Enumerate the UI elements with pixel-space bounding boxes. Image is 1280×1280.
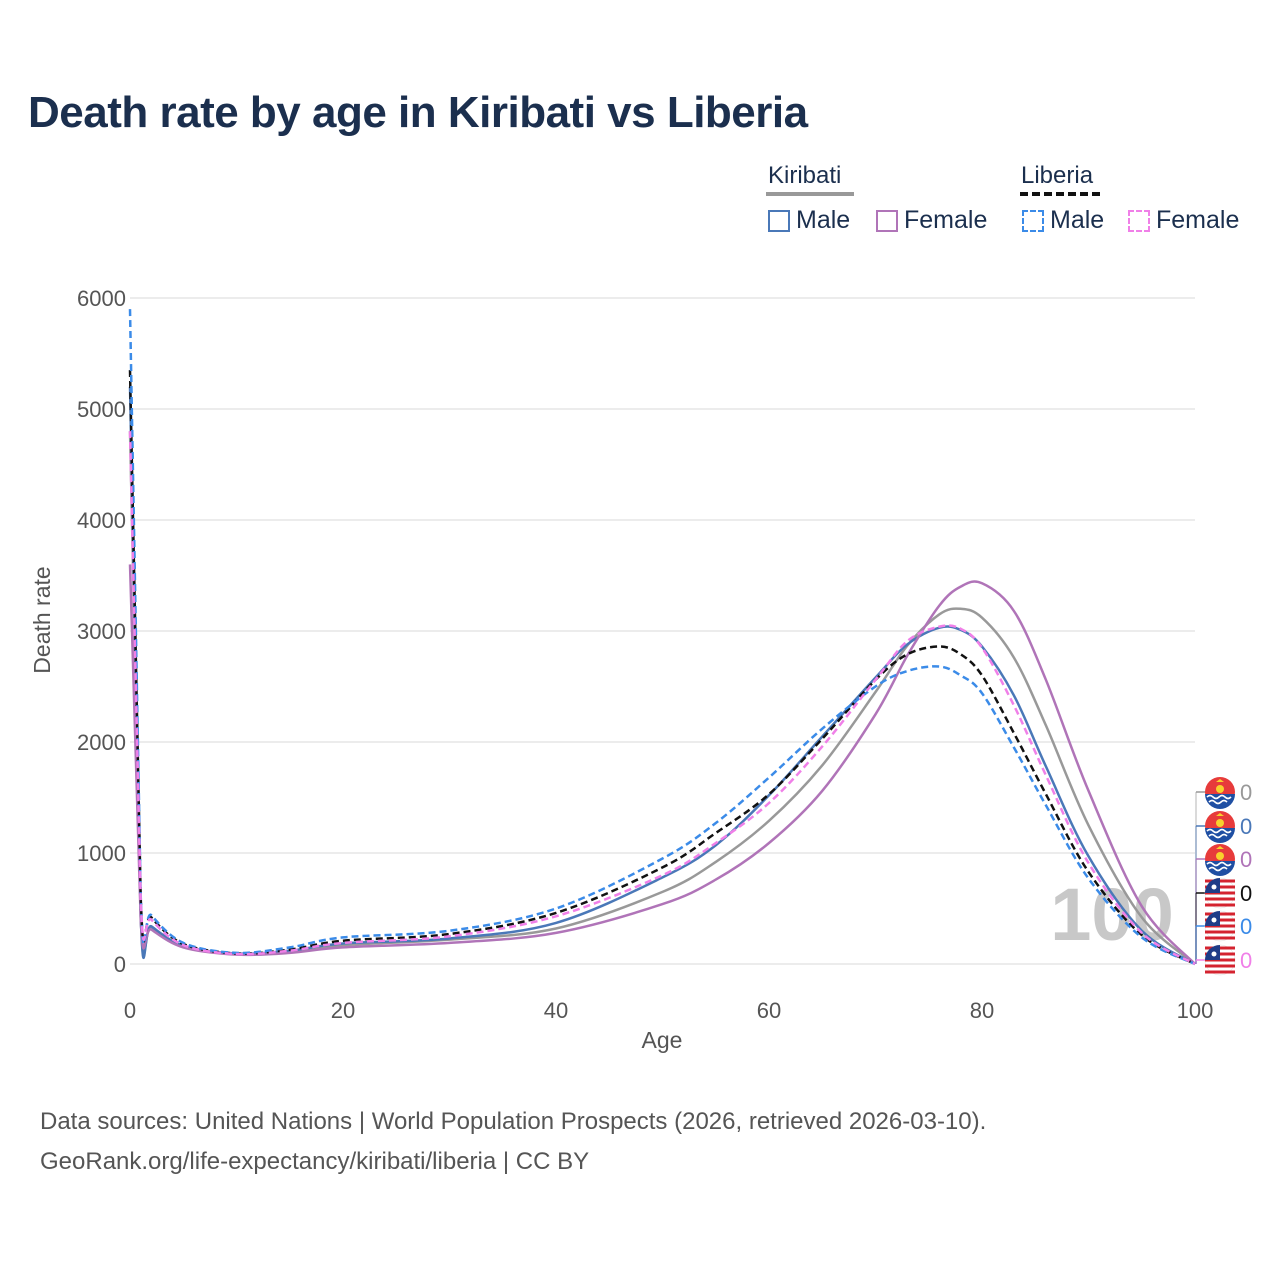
- flag-liberia-star: [1211, 884, 1217, 890]
- flag-kiribati-wave-2: [1208, 799, 1228, 805]
- source-line-2: GeoRank.org/life-expectancy/kiribati/lib…: [40, 1148, 590, 1175]
- legend-swatch-kiribati-male: [768, 209, 790, 232]
- legend-kiribati-male[interactable]: Male: [768, 206, 850, 235]
- y-tick-label: 2000: [77, 730, 126, 755]
- end-value-label: 0: [1240, 780, 1252, 805]
- series-line-kiribati-female: [128, 564, 1196, 965]
- end-value-label: 0: [1240, 948, 1252, 973]
- flag-kiribati-bird: [1216, 779, 1224, 782]
- legend-liberia-male[interactable]: Male: [1022, 206, 1104, 235]
- current-age-label: 100: [1050, 873, 1173, 956]
- x-tick-label: 0: [124, 998, 136, 1023]
- legend-kiribati-line: [766, 192, 854, 196]
- end-value-label: 0: [1240, 814, 1252, 839]
- x-tick-label: 20: [331, 998, 355, 1023]
- series-line-liberia-female: [128, 431, 1196, 966]
- flag-liberia-star: [1211, 917, 1217, 923]
- series-group: [128, 309, 1196, 966]
- end-value-label: 0: [1240, 847, 1252, 872]
- legend-swatch-liberia-male: [1022, 209, 1044, 232]
- series-line-liberia-total: [128, 370, 1196, 966]
- flag-liberia-stripe: [1205, 970, 1235, 974]
- series-line-kiribati-total: [128, 431, 1196, 965]
- flag-kiribati-bird: [1216, 846, 1224, 849]
- flag-kiribati-sun: [1216, 785, 1224, 793]
- end-markers: 0 0 0 0 0 0: [1195, 777, 1252, 976]
- legend-kiribati-female-label: Female: [904, 206, 988, 234]
- flag-liberia-stripe: [1205, 964, 1235, 968]
- end-value-label: 0: [1240, 881, 1252, 906]
- grid: [130, 297, 1195, 965]
- flag-kiribati-sun: [1216, 819, 1224, 827]
- legend-swatch-kiribati-female: [876, 209, 898, 232]
- flag-kiribati-wave-1: [1206, 828, 1232, 834]
- legend-liberia-male-label: Male: [1050, 206, 1105, 234]
- y-tick-label: 0: [114, 952, 126, 977]
- legend-liberia-female-label: Female: [1156, 206, 1240, 234]
- flag-liberia-stripe: [1205, 903, 1235, 907]
- y-ticks: 0 1000 2000 3000 4000 5000 6000: [77, 286, 126, 977]
- y-tick-label: 5000: [77, 397, 126, 422]
- flag-kiribati-wave-1: [1206, 794, 1232, 800]
- x-axis-label: Age: [642, 1027, 683, 1053]
- x-tick-label: 60: [757, 998, 781, 1023]
- y-axis-label: Death rate: [29, 566, 55, 673]
- x-tick-label: 80: [970, 998, 994, 1023]
- y-tick-label: 1000: [77, 841, 126, 866]
- legend-liberia-label: Liberia: [1021, 162, 1094, 189]
- x-ticks: 0 20 40 60 80 100: [124, 998, 1213, 1023]
- y-tick-label: 4000: [77, 508, 126, 533]
- flag-icon-liberia: [1204, 944, 1236, 976]
- legend-swatch-liberia-female: [1128, 209, 1150, 232]
- y-tick-label: 6000: [77, 286, 126, 311]
- flag-icon-kiribati: [1205, 811, 1235, 843]
- flag-liberia-stripe: [1205, 897, 1235, 901]
- chart-title: Death rate by age in Kiribati vs Liberia: [28, 88, 808, 137]
- series-line-kiribati-male: [128, 386, 1196, 966]
- flag-icon-kiribati: [1205, 777, 1235, 809]
- flag-liberia-stripe: [1205, 936, 1235, 940]
- source-line-1: Data sources: United Nations | World Pop…: [40, 1108, 987, 1135]
- end-value-label: 0: [1240, 914, 1252, 939]
- flag-icon-liberia: [1204, 910, 1236, 942]
- flag-kiribati-wave-1: [1206, 861, 1232, 867]
- legend-kiribati-label: Kiribati: [768, 162, 842, 189]
- legend-kiribati-male-label: Male: [796, 206, 851, 234]
- flag-kiribati-sun: [1216, 852, 1224, 860]
- flag-icon-kiribati: [1205, 844, 1235, 876]
- flag-liberia-stripe: [1205, 930, 1235, 934]
- flag-kiribati-bird: [1216, 813, 1224, 816]
- x-tick-label: 100: [1177, 998, 1214, 1023]
- x-tick-label: 40: [544, 998, 568, 1023]
- series-line-liberia-male: [128, 309, 1196, 966]
- flag-liberia-star: [1211, 951, 1217, 957]
- legend-liberia-line: [1020, 192, 1100, 196]
- flag-icon-liberia: [1204, 877, 1236, 909]
- legend-liberia-female[interactable]: Female: [1128, 206, 1239, 235]
- y-tick-label: 3000: [77, 619, 126, 644]
- flag-kiribati-wave-2: [1208, 833, 1228, 839]
- flag-kiribati-wave-2: [1208, 866, 1228, 872]
- legend-kiribati-female[interactable]: Female: [876, 206, 987, 235]
